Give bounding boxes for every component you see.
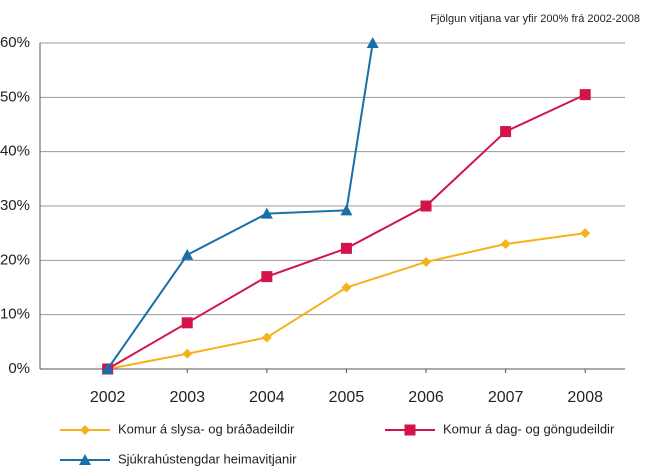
marker	[182, 348, 193, 359]
marker	[420, 200, 432, 212]
y-tick-label: 10%	[0, 306, 30, 323]
marker	[341, 282, 352, 293]
marker	[421, 256, 432, 267]
marker	[181, 248, 194, 260]
marker	[261, 332, 272, 343]
marker	[500, 126, 512, 138]
y-tick-label: 20%	[0, 251, 30, 268]
x-tick-label: 2008	[567, 389, 603, 406]
y-tick-label: 30%	[0, 197, 30, 214]
marker	[340, 242, 352, 254]
marker	[260, 207, 273, 219]
marker	[579, 89, 591, 101]
annotation: Fjölgun vitjana var yfir 200% frá 2002-2…	[430, 13, 640, 25]
legend-marker	[80, 425, 90, 435]
x-tick-label: 2002	[90, 389, 126, 406]
x-tick-label: 2006	[408, 389, 444, 406]
x-tick-label: 2005	[329, 389, 365, 406]
y-tick-label: 60%	[0, 34, 30, 51]
legend-marker	[79, 454, 91, 465]
marker	[500, 239, 511, 250]
legend-item: Sjúkrahústengdar heimavitjanir	[60, 451, 297, 466]
legend-label: Komur á dag- og göngudeildir	[443, 421, 615, 436]
x-tick-label: 2007	[488, 389, 524, 406]
legend-item: Komur á dag- og göngudeildir	[385, 421, 615, 436]
y-tick-label: 0%	[8, 360, 30, 377]
legend-label: Komur á slysa- og bráðadeildir	[118, 421, 295, 436]
series-line	[107, 93, 586, 370]
marker	[580, 228, 591, 239]
x-tick-label: 2003	[169, 389, 205, 406]
x-tick-label: 2004	[249, 389, 285, 406]
marker	[261, 271, 273, 283]
marker	[101, 363, 114, 374]
marker	[181, 317, 193, 329]
marker	[340, 204, 353, 216]
legend-label: Sjúkrahústengdar heimavitjanir	[118, 451, 297, 466]
y-tick-label: 40%	[0, 143, 30, 160]
marker	[366, 37, 379, 48]
legend-item: Komur á slysa- og bráðadeildir	[60, 421, 295, 436]
y-tick-label: 50%	[0, 88, 30, 105]
legend-marker	[404, 424, 416, 436]
